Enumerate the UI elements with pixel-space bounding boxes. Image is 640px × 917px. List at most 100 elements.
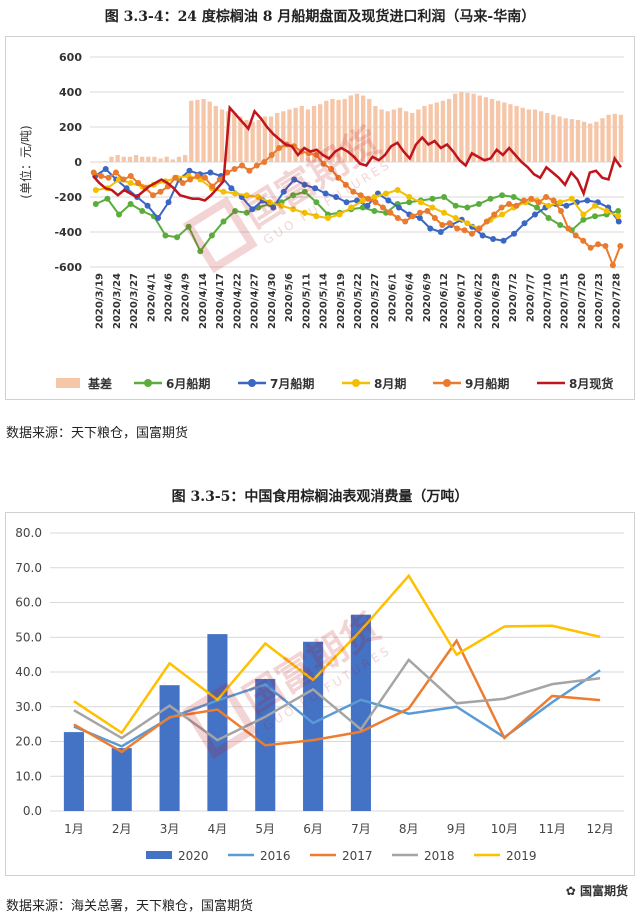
- chart1-bar-basis: [146, 156, 151, 162]
- chart1-series-point: [568, 195, 575, 202]
- chart1-bar-basis: [600, 118, 605, 162]
- chart1-series-point: [520, 197, 527, 204]
- chart1-bar-basis: [428, 104, 433, 162]
- chart1-series-point: [232, 190, 239, 197]
- chart1-bar-basis: [201, 99, 206, 162]
- chart1-bar-basis: [367, 99, 372, 162]
- chart1-bar-basis: [391, 109, 396, 162]
- chart2-legend-label: 2019: [506, 849, 537, 863]
- chart1-xtick-label: 2020/4/30: [267, 273, 278, 329]
- chart1-bar-basis: [305, 109, 311, 162]
- chart1-legend-marker: [248, 379, 256, 387]
- chart2-svg: 0.0 10.0 20.0 30.0 40.0 50.0 60.0 70.0 80.0 1月 2月 3…: [15, 526, 624, 863]
- chart1-series-point: [276, 145, 283, 151]
- chart1-series-point: [417, 199, 424, 206]
- chart1-xtick-label: 2020/6/1: [387, 273, 398, 322]
- chart2-bar-2020: [63, 732, 84, 811]
- chart1-bar-basis: [440, 100, 446, 162]
- chart1-series-point: [371, 208, 378, 214]
- chart1-bar-basis: [238, 116, 243, 162]
- chart1-series-point: [359, 197, 366, 204]
- chart1-bar-basis: [164, 156, 169, 162]
- chart1-series-point: [172, 174, 179, 181]
- chart1-series-point: [194, 173, 201, 179]
- chart1-series-point: [290, 192, 297, 199]
- chart1-series-point: [207, 169, 214, 176]
- chart1-series-point: [490, 236, 497, 242]
- chart1-bar-basis: [410, 113, 415, 162]
- chart1-series-point: [475, 201, 482, 207]
- chart1-svg: 600 400 200 0 -200 -400 -600 (单位：元/吨) 2020/3/19 2…: [18, 51, 624, 391]
- chart1-bar-basis: [268, 116, 274, 162]
- chart1-area: 600 400 200 0 -200 -400 -600 (单位：元/吨) 2020/3/19 2…: [5, 36, 635, 400]
- chart1-series-point: [201, 174, 208, 181]
- chart1-series-point: [179, 180, 186, 186]
- chart1-series-point: [506, 201, 513, 207]
- chart1-series-point: [479, 232, 486, 239]
- chart1-bar-basis: [330, 99, 335, 162]
- chart1-ytick-label: 400: [59, 86, 82, 99]
- chart1-bar-basis: [563, 118, 568, 162]
- chart1-bar-basis: [459, 92, 464, 162]
- chart1-series-point: [584, 197, 591, 204]
- chart1-series-point: [557, 208, 564, 214]
- chart1-legend-label: 8月现货: [569, 376, 613, 391]
- chart1-series-line: [95, 190, 619, 254]
- chart1-series-point: [185, 223, 192, 230]
- chart1-bar-basis: [250, 121, 255, 162]
- chart1-ytick-label: -600: [54, 261, 82, 274]
- chart2-xtick-label: 5月: [255, 822, 275, 836]
- chart1-series-point: [364, 202, 371, 209]
- chart1-series-point: [278, 202, 285, 209]
- chart1-bar-basis: [354, 93, 360, 162]
- chart1-xtick-label: 2020/6/17: [456, 273, 467, 329]
- chart1-series-point: [617, 243, 624, 249]
- chart1-series-point: [464, 204, 471, 211]
- chart1-series-point: [127, 180, 134, 186]
- chart1-series-point: [290, 206, 297, 213]
- chart1-series-point: [104, 195, 111, 202]
- chart1-bar-basis: [422, 106, 427, 162]
- chart1-series-point: [335, 174, 342, 181]
- chart1-xtick-label: 2020/6/12: [439, 273, 450, 329]
- chart1-series-point: [371, 194, 378, 200]
- chart1-bar-basis: [575, 120, 581, 162]
- chart1-bar-basis: [397, 107, 403, 162]
- chart1-ytick-label: -200: [54, 191, 82, 204]
- chart1-series-point: [98, 173, 105, 179]
- chart1-series-point: [563, 202, 570, 209]
- chart2-series-line: [73, 657, 601, 742]
- chart2-bar-2020: [207, 634, 228, 811]
- chart2-ytick-label: 60.0: [15, 596, 42, 610]
- chart1-series-point: [499, 192, 506, 199]
- chart1-xtick-label: 2020/4/6: [164, 273, 175, 322]
- chart1-legend-label: 6月船期: [166, 376, 210, 391]
- brand-text: 国富期货: [579, 884, 628, 898]
- chart1-series-point: [155, 215, 162, 221]
- chart1-series-point: [383, 190, 390, 197]
- chart2-legend-label: 2017: [342, 849, 373, 863]
- chart1-series-point: [557, 222, 564, 228]
- chart1-series-point: [313, 213, 320, 220]
- chart1-bar-basis: [526, 109, 532, 162]
- chart1-bar-basis: [115, 155, 120, 162]
- chart1-series-point: [322, 190, 329, 197]
- chart1-series-point: [557, 199, 564, 206]
- chart1-xtick-label: 2020/7/28: [611, 273, 622, 329]
- chart1-bar-basis: [496, 100, 501, 162]
- chart1-series-point: [92, 187, 99, 193]
- chart1-series-point: [135, 180, 142, 186]
- chart1-series-point: [127, 173, 134, 179]
- chart1-series-point: [528, 195, 535, 202]
- chart1-bar-basis: [477, 95, 482, 162]
- chart1-bar-basis: [551, 114, 556, 162]
- chart1-bar-basis: [471, 93, 476, 162]
- chart1-series-point: [609, 262, 616, 269]
- chart1-series-point: [431, 215, 438, 221]
- chart1-bar-basis: [453, 93, 458, 162]
- chart1-bar-basis: [262, 116, 268, 162]
- chart1-series-point: [239, 162, 246, 169]
- chart1-series-point: [253, 162, 260, 169]
- chart1-series-point: [255, 194, 262, 200]
- chart1-series-point: [452, 215, 459, 221]
